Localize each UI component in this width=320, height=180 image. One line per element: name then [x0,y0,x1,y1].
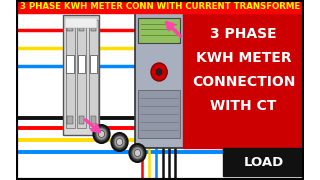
Bar [67,116,73,124]
Circle shape [156,69,162,75]
Bar [89,20,98,128]
Bar [67,55,74,73]
Bar [91,116,96,124]
Text: LOAD: LOAD [243,156,284,168]
Bar [79,23,84,31]
Circle shape [116,138,123,145]
Bar [79,116,84,124]
Bar [223,148,304,176]
Circle shape [111,133,128,151]
Bar [63,15,99,135]
Bar [91,23,96,31]
Bar [90,55,97,73]
Circle shape [98,130,105,138]
Bar [139,90,180,138]
Bar [78,55,85,73]
Text: 3 PHASE: 3 PHASE [210,27,277,41]
Circle shape [132,147,143,159]
Circle shape [93,125,110,143]
Bar [16,0,304,13]
Bar [66,20,75,128]
Circle shape [129,144,146,162]
Bar [135,13,184,148]
Circle shape [96,128,107,140]
Text: WITH CT: WITH CT [211,99,277,113]
Bar [67,23,73,31]
Circle shape [134,150,141,156]
Bar [65,18,97,28]
Circle shape [114,136,125,148]
Bar [77,20,86,128]
Bar [139,18,180,43]
Text: 3 PHASE KWH METER CONN WITH CURRENT TRANSFORME: 3 PHASE KWH METER CONN WITH CURRENT TRAN… [20,2,300,11]
Text: CONNECTION: CONNECTION [192,75,295,89]
Circle shape [151,63,167,81]
Bar [183,13,304,148]
Text: KWH METER: KWH METER [196,51,292,65]
